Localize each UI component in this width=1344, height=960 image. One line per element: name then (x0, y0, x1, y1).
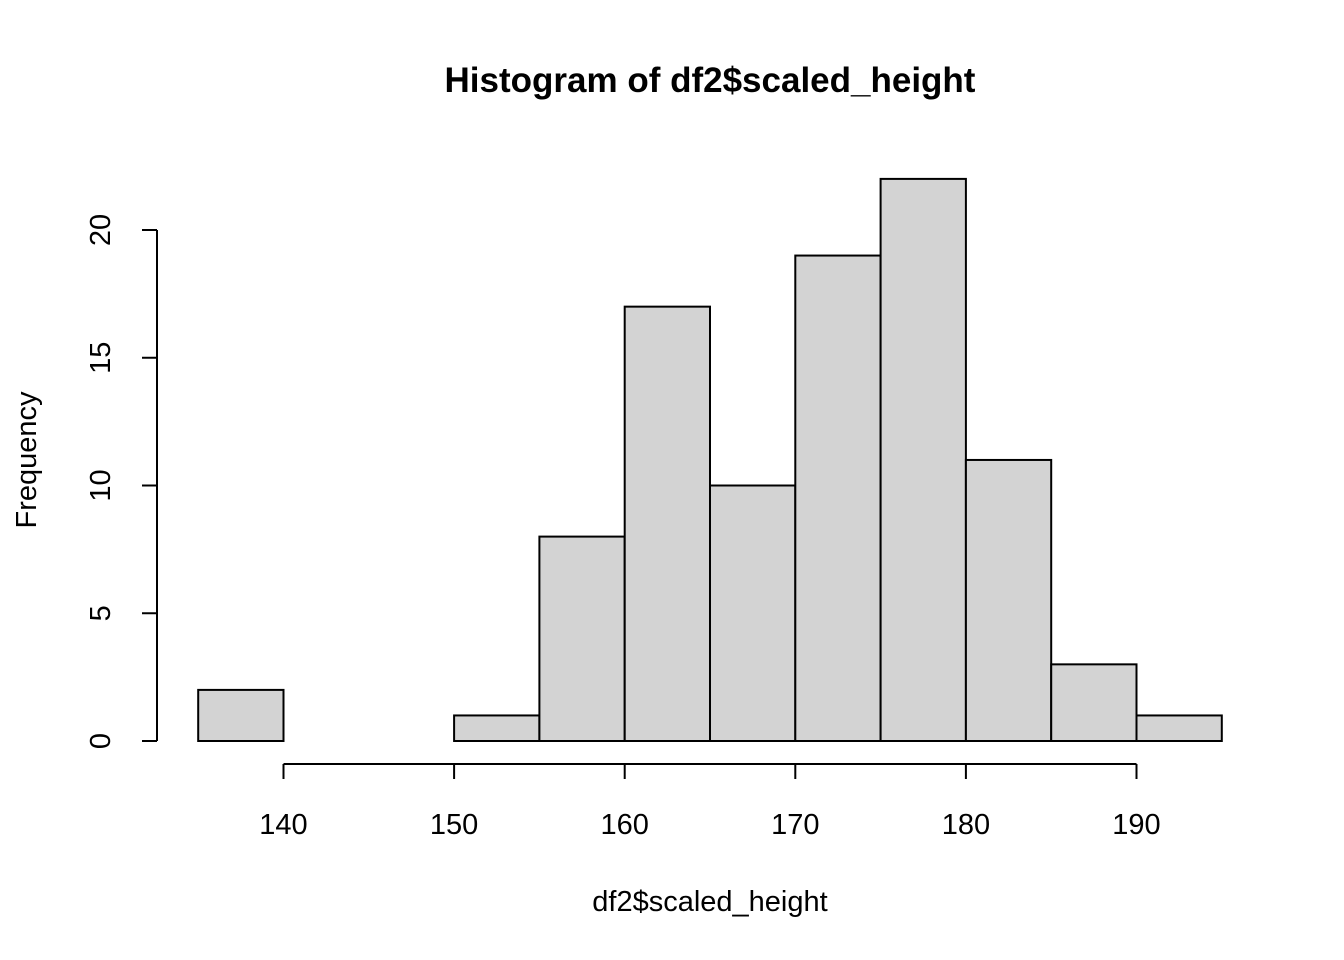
y-tick-label: 0 (85, 733, 117, 749)
y-tick-label: 20 (85, 214, 117, 246)
y-tick-label: 5 (85, 605, 117, 621)
x-tick-label: 160 (601, 809, 649, 841)
histogram-bar (1050, 663, 1138, 742)
y-axis: 0 5 10 15 20 (85, 214, 158, 749)
x-tick-label: 140 (259, 809, 307, 841)
y-tick-label: 10 (85, 469, 117, 501)
histogram-bar (538, 535, 626, 742)
chart-title: Histogram of df2$scaled_height (445, 61, 976, 100)
histogram-bar (623, 305, 712, 742)
x-tick-label: 180 (942, 809, 990, 841)
x-tick-label: 190 (1112, 809, 1160, 841)
histogram-bar (794, 254, 882, 743)
bars-group (197, 177, 1223, 743)
y-tick-label: 15 (85, 342, 117, 374)
histogram-bar (964, 458, 1053, 742)
histogram-bar (879, 177, 967, 742)
histogram-bar (709, 484, 797, 742)
y-axis-label: Frequency (11, 391, 43, 529)
x-axis-label: df2$scaled_height (592, 886, 827, 918)
histogram-bar (453, 714, 541, 743)
x-axis: 140 150 160 170 180 190 (259, 763, 1161, 841)
histogram-bar (197, 688, 285, 743)
histogram-bar (1135, 714, 1223, 743)
x-tick-label: 150 (430, 809, 478, 841)
x-tick-label: 170 (771, 809, 819, 841)
